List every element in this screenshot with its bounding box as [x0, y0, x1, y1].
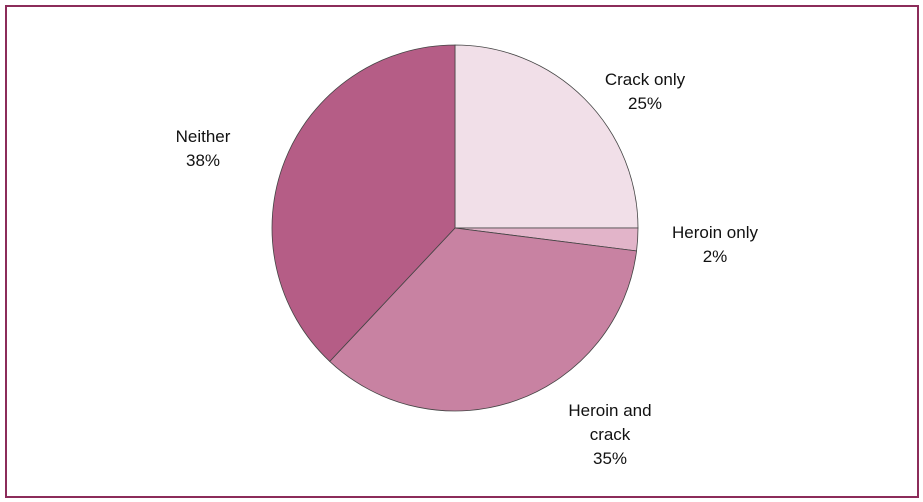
- category-label: Crack only: [604, 70, 686, 89]
- frame: [5, 5, 919, 498]
- pie-slice: [454, 44, 639, 229]
- pie-slice: [271, 44, 456, 362]
- category-label: Heroin only: [672, 223, 758, 242]
- value-label: 35%: [592, 449, 628, 468]
- value-label: 38%: [185, 151, 221, 170]
- category-label: Neither: [175, 127, 231, 146]
- value-label: 2%: [702, 247, 728, 266]
- category-label: Heroin and crack: [568, 401, 652, 444]
- slice-label: Crack only 25%: [590, 68, 700, 116]
- value-label: 25%: [627, 94, 663, 113]
- slice-label: Neither 38%: [148, 125, 258, 173]
- slice-label: Heroin and crack 35%: [555, 399, 665, 471]
- pie-slice: [329, 227, 638, 412]
- slice-label: Heroin only 2%: [660, 221, 770, 269]
